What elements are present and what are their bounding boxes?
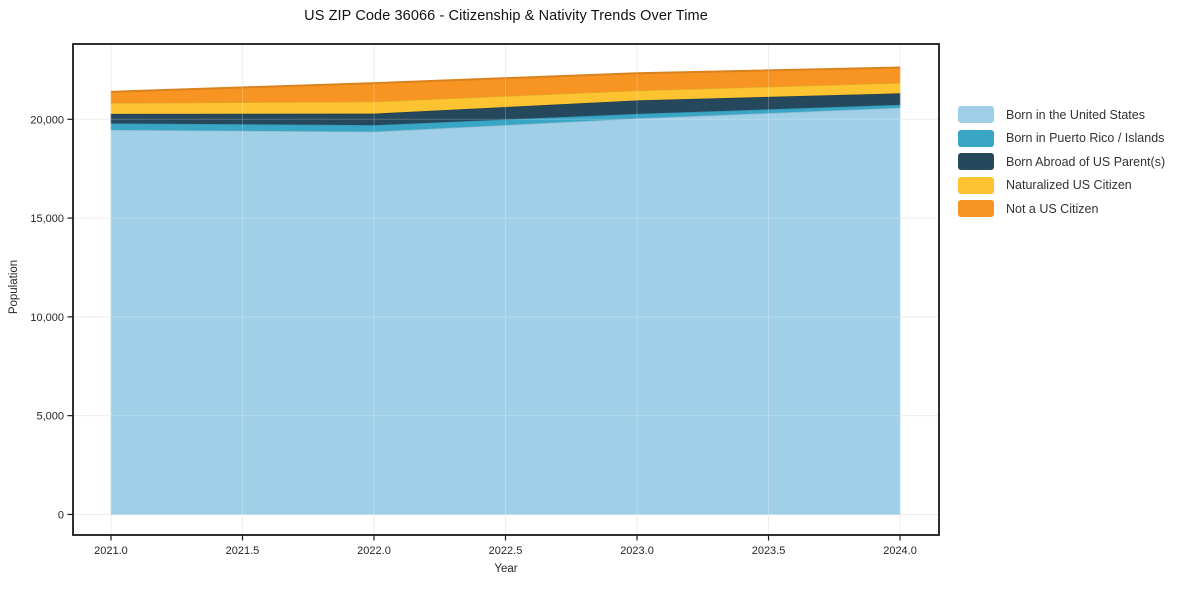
- area-series-line-4: [110, 66, 901, 93]
- legend-swatch-4: [958, 200, 994, 217]
- x-tick-label: 2022.0: [357, 545, 391, 557]
- legend-swatch-1: [958, 129, 994, 147]
- legend-item-4: Not a US Citizen: [958, 200, 1165, 217]
- legend-item-3: Naturalized US Citizen: [958, 176, 1165, 194]
- x-tick-label: 2022.5: [489, 545, 523, 557]
- x-tick-label: 2021.5: [226, 545, 260, 557]
- legend-item-0: Born in the United States: [958, 106, 1165, 123]
- legend-item-1: Born in Puerto Rico / Islands: [958, 129, 1165, 147]
- x-tick-label: 2024.0: [883, 545, 917, 557]
- legend-swatch-3: [958, 176, 994, 194]
- chart-title: US ZIP Code 36066 - Citizenship & Nativi…: [304, 8, 708, 24]
- legend-label-1: Born in Puerto Rico / Islands: [1006, 131, 1165, 145]
- y-tick-label: 15,000: [30, 213, 64, 225]
- y-tick-label: 20,000: [30, 114, 64, 126]
- legend-label-2: Born Abroad of US Parent(s): [1006, 154, 1166, 169]
- x-tick-label: 2023.5: [752, 545, 786, 557]
- chart-legend: Born in the United States Born in Puerto …: [958, 106, 1165, 217]
- legend-label-0: Born in the United States: [1006, 107, 1145, 122]
- legend-item-2: Born Abroad of US Parent(s): [958, 153, 1165, 170]
- legend-swatch-0: [958, 106, 994, 123]
- x-axis-label: Year: [494, 563, 518, 575]
- y-tick-label: 0: [58, 509, 64, 521]
- legend-label-4: Not a US Citizen: [1006, 201, 1099, 216]
- legend-label-3: Naturalized US Citizen: [1006, 178, 1132, 192]
- x-tick-label: 2023.0: [620, 545, 654, 557]
- y-tick-label: 10,000: [30, 312, 64, 324]
- x-tick-label: 2021.0: [94, 545, 128, 557]
- legend-swatch-2: [958, 153, 994, 170]
- y-tick-label: 5,000: [36, 411, 64, 423]
- y-axis-label: Population: [8, 259, 20, 315]
